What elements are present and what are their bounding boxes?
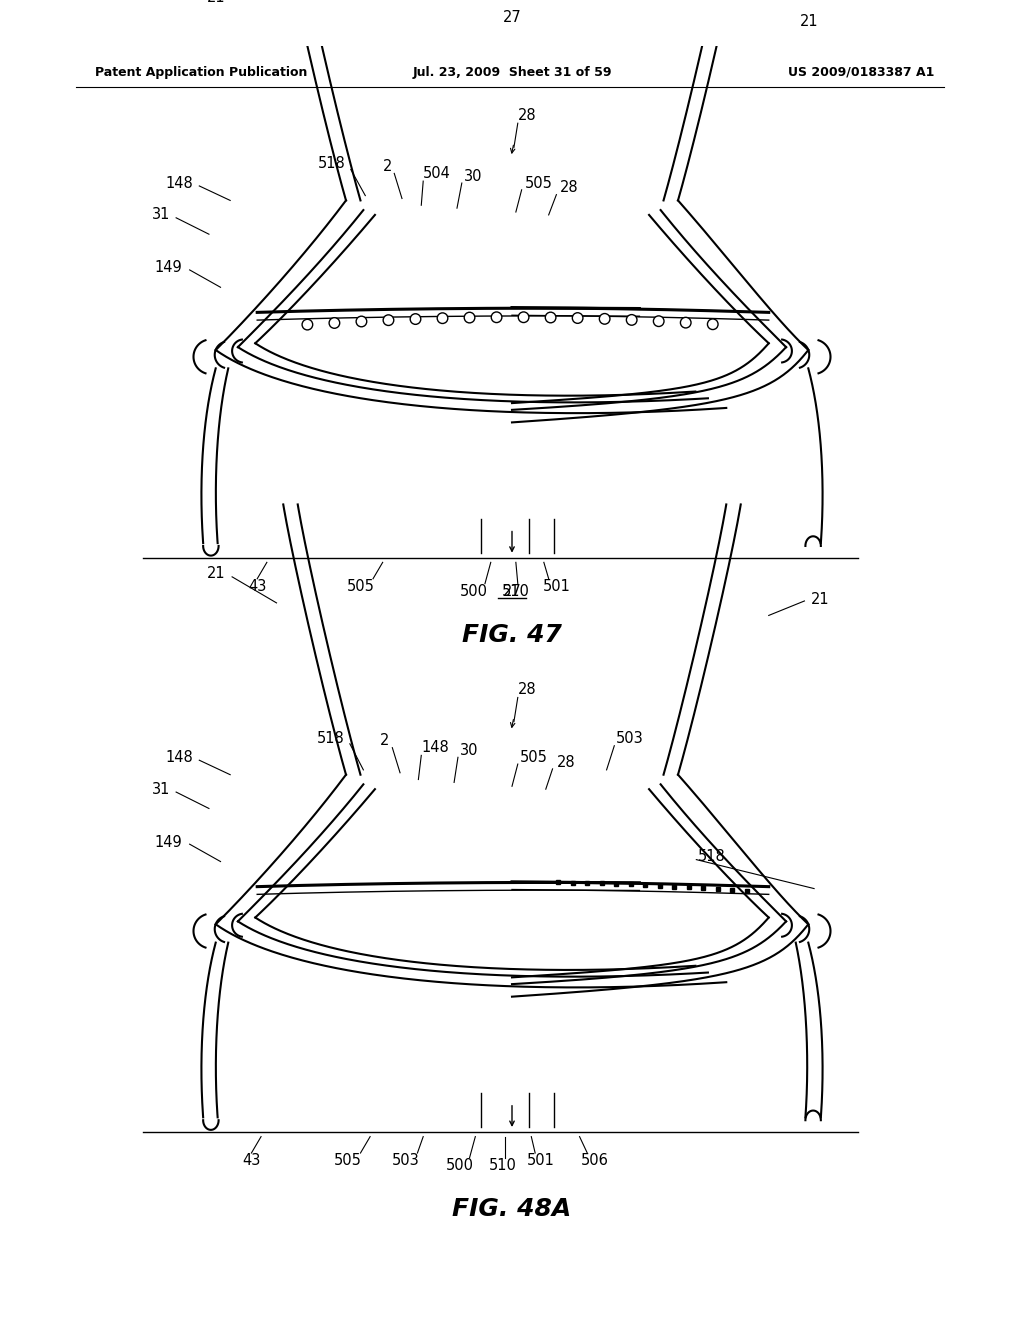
Text: 518: 518 (316, 730, 344, 746)
Text: 2: 2 (383, 160, 392, 174)
Text: 505: 505 (334, 1154, 361, 1168)
Circle shape (329, 318, 340, 329)
Text: FIG. 47: FIG. 47 (462, 623, 562, 647)
Text: 501: 501 (527, 1154, 555, 1168)
Circle shape (599, 314, 610, 325)
Text: 21: 21 (800, 15, 818, 29)
Text: 503: 503 (616, 730, 644, 746)
Circle shape (411, 314, 421, 325)
Circle shape (492, 312, 502, 322)
Text: 27: 27 (503, 9, 521, 25)
Text: 503: 503 (392, 1154, 420, 1168)
Text: 500: 500 (460, 583, 487, 599)
Circle shape (437, 313, 447, 323)
Text: 21: 21 (207, 566, 225, 581)
Text: 28: 28 (518, 682, 537, 697)
Circle shape (572, 313, 583, 323)
Circle shape (302, 319, 312, 330)
Text: 30: 30 (460, 743, 478, 758)
Text: 149: 149 (155, 260, 182, 276)
Text: 43: 43 (243, 1154, 260, 1168)
Text: 518: 518 (698, 849, 726, 865)
Text: 148: 148 (421, 741, 450, 755)
Text: Jul. 23, 2009  Sheet 31 of 59: Jul. 23, 2009 Sheet 31 of 59 (413, 66, 611, 79)
Text: 506: 506 (581, 1154, 609, 1168)
Text: 148: 148 (166, 750, 194, 764)
Text: 28: 28 (556, 755, 575, 770)
Circle shape (464, 313, 475, 323)
Text: 148: 148 (166, 176, 194, 190)
Text: 21: 21 (207, 0, 225, 5)
Text: 28: 28 (560, 181, 579, 195)
Text: FIG. 48A: FIG. 48A (453, 1197, 571, 1221)
Text: 149: 149 (155, 834, 182, 850)
Text: 501: 501 (543, 579, 570, 594)
Circle shape (356, 317, 367, 327)
Circle shape (680, 317, 691, 327)
Text: 505: 505 (524, 176, 552, 190)
Text: 505: 505 (520, 750, 548, 764)
Text: 510: 510 (488, 1158, 516, 1173)
Text: 43: 43 (248, 579, 266, 594)
Text: 510: 510 (502, 583, 529, 599)
Text: 518: 518 (318, 156, 346, 172)
Circle shape (383, 315, 394, 326)
Text: 31: 31 (152, 207, 170, 222)
Text: 504: 504 (423, 166, 452, 181)
Text: 30: 30 (464, 169, 482, 183)
Text: 505: 505 (346, 579, 375, 594)
Circle shape (546, 313, 556, 323)
Text: US 2009/0183387 A1: US 2009/0183387 A1 (788, 66, 935, 79)
Text: 28: 28 (518, 108, 537, 123)
Circle shape (653, 315, 664, 326)
Text: 27: 27 (503, 583, 521, 599)
Circle shape (627, 314, 637, 325)
Circle shape (708, 319, 718, 330)
Circle shape (518, 312, 528, 322)
Text: 21: 21 (811, 591, 829, 606)
Text: 500: 500 (445, 1158, 474, 1173)
Text: 31: 31 (152, 781, 170, 797)
Text: 2: 2 (380, 734, 389, 748)
Text: Patent Application Publication: Patent Application Publication (95, 66, 307, 79)
